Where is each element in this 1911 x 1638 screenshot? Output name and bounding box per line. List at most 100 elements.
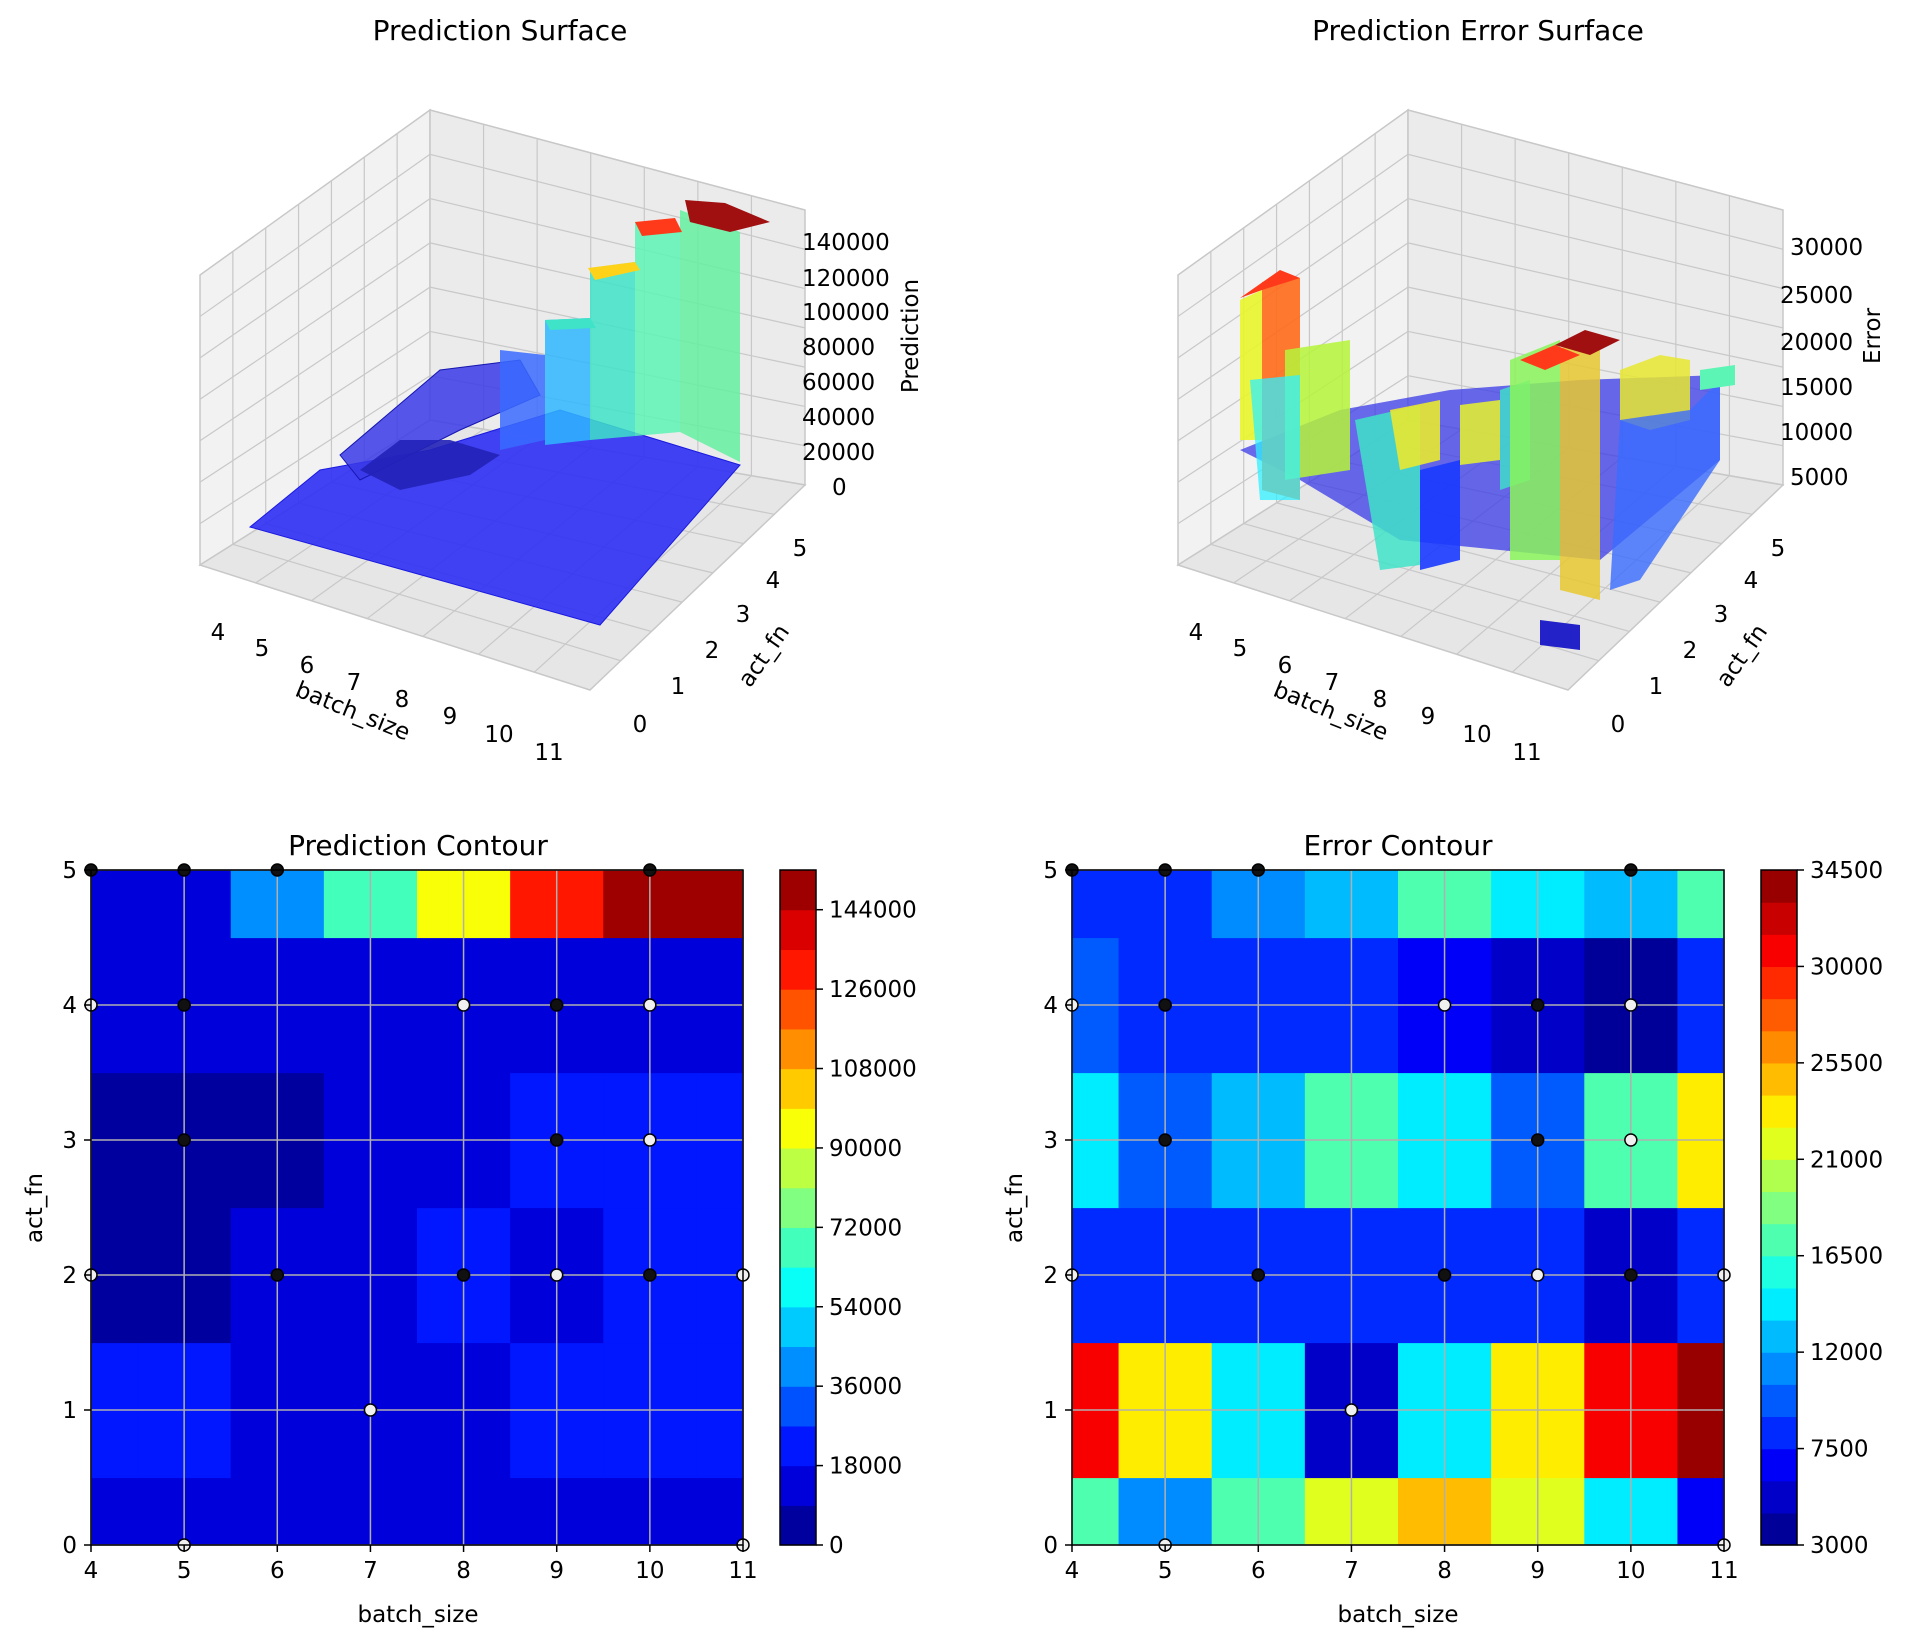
sample-point-9 <box>1159 1134 1171 1146</box>
heatmap-cell-r0-c7 <box>1677 1478 1724 1546</box>
x-tick-label-2: 6 <box>1251 1558 1266 1584</box>
sample-point-5 <box>178 999 190 1011</box>
x-tick-label-1: 5 <box>1158 1558 1173 1584</box>
prediction-contour-title: Prediction Contour <box>288 829 548 862</box>
sample-point-8 <box>1625 999 1637 1011</box>
y-tick-label-0: 0 <box>62 1533 77 1559</box>
p1-ztick-40000: 40000 <box>802 405 875 431</box>
p2-xtick-10: 10 <box>1462 722 1491 748</box>
sample-point-14 <box>458 1269 470 1281</box>
sample-point-14 <box>1439 1269 1451 1281</box>
y-tick-label-1: 1 <box>1043 1398 1058 1424</box>
colorbar-tick-label-3: 54000 <box>829 1295 902 1321</box>
p1-xtick-8: 8 <box>395 687 410 713</box>
colorbar-band-6 <box>1761 1320 1797 1353</box>
sample-point-9 <box>178 1134 190 1146</box>
colorbar-band-19 <box>1761 902 1797 935</box>
y-tick-label-4: 4 <box>62 993 77 1019</box>
colorbar-band-7 <box>780 1227 816 1267</box>
colorbar-band-9 <box>780 1148 816 1188</box>
colorbar-tick-label-3: 16500 <box>1810 1244 1883 1270</box>
p2-ytick-1: 1 <box>1649 674 1664 700</box>
heatmap-cell-r0-c7 <box>696 1478 743 1546</box>
prediction-surface-ylabel: act_fn <box>734 620 795 692</box>
p2-ytick-2: 2 <box>1683 638 1698 664</box>
error-surface-mid-yellow2 <box>1460 400 1500 465</box>
colorbar-band-17 <box>1761 966 1797 999</box>
p2-xtick-8: 8 <box>1373 687 1388 713</box>
colorbar-band-1 <box>780 1466 816 1506</box>
sample-point-11 <box>644 1134 656 1146</box>
prediction-contour-x-ticks: 4 5 6 7 8 9 10 11 <box>84 1545 758 1584</box>
colorbar-band-14 <box>1761 1063 1797 1096</box>
colorbar-band-11 <box>780 1069 816 1109</box>
x-tick-label-5: 9 <box>549 1558 564 1584</box>
p2-xtick-6: 6 <box>1278 653 1293 679</box>
colorbar-band-12 <box>1761 1127 1797 1160</box>
error-contour-ylabel: act_fn <box>1002 1173 1028 1243</box>
colorbar-band-3 <box>780 1386 816 1426</box>
prediction-surface-wall-blue <box>500 350 545 450</box>
p1-ztick-60000: 60000 <box>802 370 875 396</box>
colorbar-tick-label-5: 25500 <box>1810 1051 1883 1077</box>
colorbar-band-2 <box>1761 1449 1797 1482</box>
error-contour-cells <box>1072 870 1725 1546</box>
sample-point-10 <box>551 1134 563 1146</box>
colorbar-tick-label-2: 36000 <box>829 1374 902 1400</box>
colorbar-band-16 <box>780 870 816 910</box>
sample-point-18 <box>364 1404 376 1416</box>
x-tick-label-1: 5 <box>177 1558 192 1584</box>
colorbar-band-13 <box>780 989 816 1029</box>
colorbar-tick-label-4: 21000 <box>1810 1147 1883 1173</box>
colorbar-band-15 <box>1761 1031 1797 1064</box>
colorbar-tick-label-1: 18000 <box>829 1454 902 1480</box>
colorbar-tick-label-6: 108000 <box>829 1057 917 1083</box>
sample-point-8 <box>644 999 656 1011</box>
colorbar-band-12 <box>780 1029 816 1069</box>
p2-ytick-3: 3 <box>1714 602 1729 628</box>
p2-ytick-0: 0 <box>1611 712 1626 738</box>
x-tick-label-4: 8 <box>1437 1558 1452 1584</box>
heatmap-cell-r0-c0 <box>1072 1478 1119 1546</box>
sample-point-10 <box>1532 1134 1544 1146</box>
y-tick-label-5: 5 <box>62 858 77 884</box>
p1-ytick-1: 1 <box>671 674 686 700</box>
sample-point-16 <box>644 1269 656 1281</box>
p2-ztick-25000: 25000 <box>1780 283 1853 309</box>
prediction-contour-cells <box>91 870 744 1546</box>
colorbar-band-5 <box>780 1307 816 1347</box>
colorbar-band-9 <box>1761 1224 1797 1257</box>
y-tick-label-3: 3 <box>62 1128 77 1154</box>
error-surface-mid-blue <box>1420 460 1460 570</box>
prediction-contour-panel: Prediction Contour 4 5 6 7 8 9 10 11 012345 bat… <box>22 829 917 1628</box>
p1-ztick-0: 0 <box>832 475 847 501</box>
prediction-surface-wall-green2 <box>680 210 740 462</box>
p2-ytick-5: 5 <box>1771 536 1786 562</box>
p2-xtick-4: 4 <box>1189 620 1204 646</box>
error-contour-xlabel: batch_size <box>1337 1602 1458 1628</box>
p2-ztick-15000: 15000 <box>1780 375 1853 401</box>
p1-xtick-7: 7 <box>347 670 362 696</box>
x-tick-label-6: 10 <box>635 1558 664 1584</box>
x-tick-label-4: 8 <box>456 1558 471 1584</box>
p1-xtick-6: 6 <box>300 653 315 679</box>
y-tick-label-2: 2 <box>62 1263 77 1289</box>
sample-point-15 <box>1532 1269 1544 1281</box>
p2-xtick-7: 7 <box>1325 670 1340 696</box>
y-tick-label-4: 4 <box>1043 993 1058 1019</box>
sample-point-11 <box>1625 1134 1637 1146</box>
prediction-surface-wall-green <box>635 222 680 436</box>
heatmap-cell-r0-c0 <box>91 1478 138 1546</box>
y-tick-label-5: 5 <box>1043 858 1058 884</box>
x-tick-label-7: 11 <box>1709 1558 1738 1584</box>
error-surface-z-ticks: 5000 10000 15000 20000 25000 30000 <box>1780 235 1863 491</box>
p1-ytick-2: 2 <box>705 638 720 664</box>
p1-xtick-5: 5 <box>255 636 270 662</box>
error-contour-panel: Error Contour 4 5 6 7 8 9 10 11 012345 batch_si… <box>1002 829 1883 1628</box>
sample-point-5 <box>1159 999 1171 1011</box>
colorbar-tick-label-7: 34500 <box>1810 858 1883 884</box>
colorbar-band-2 <box>780 1426 816 1466</box>
sample-point-6 <box>458 999 470 1011</box>
error-contour-y-ticks: 0 1 2 3 4 5 <box>1043 858 1072 1559</box>
colorbar-band-5 <box>1761 1352 1797 1385</box>
